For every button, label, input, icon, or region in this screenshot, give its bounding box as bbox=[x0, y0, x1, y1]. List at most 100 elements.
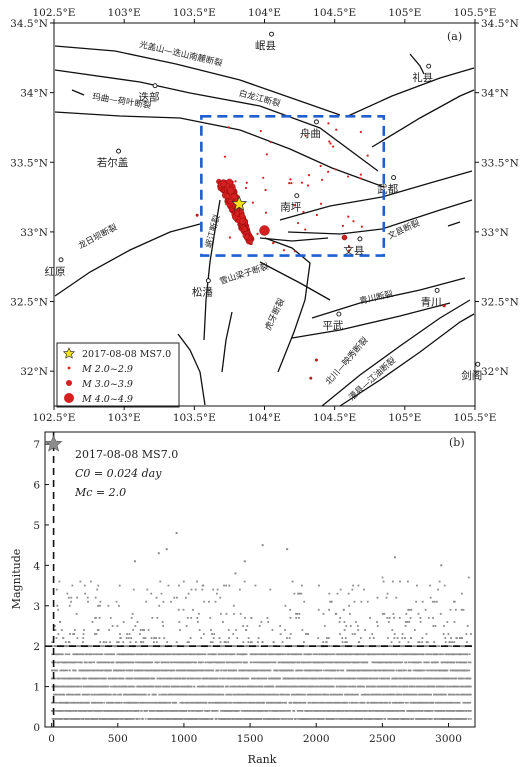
magnitude-point bbox=[68, 604, 71, 607]
epicenter bbox=[366, 154, 369, 157]
magnitude-point bbox=[127, 653, 130, 656]
magnitude-point bbox=[153, 677, 156, 680]
fault-line bbox=[321, 299, 471, 407]
magnitude-point bbox=[51, 641, 54, 644]
magnitude-point bbox=[112, 701, 115, 704]
place-marker bbox=[205, 278, 211, 284]
magnitude-point bbox=[183, 661, 186, 664]
fault-line bbox=[71, 89, 85, 96]
magnitude-point bbox=[236, 637, 239, 639]
legend-dot-large-icon bbox=[64, 393, 74, 403]
magnitude-point bbox=[84, 710, 87, 712]
magnitude-point bbox=[168, 685, 171, 688]
epicenter bbox=[248, 236, 252, 240]
magnitude-point bbox=[175, 701, 178, 704]
magnitude-point bbox=[172, 701, 175, 704]
magnitude-point bbox=[167, 584, 170, 587]
epicenter bbox=[237, 217, 240, 220]
magnitude-point bbox=[202, 584, 205, 587]
magnitude-point bbox=[131, 612, 134, 615]
magnitude-point bbox=[208, 600, 210, 603]
magnitude-point bbox=[219, 677, 222, 680]
magnitude-point bbox=[209, 645, 212, 647]
magnitude-point bbox=[149, 701, 152, 704]
magnitude-point bbox=[197, 718, 199, 720]
magnitude-point bbox=[82, 637, 85, 639]
fault-line bbox=[54, 45, 341, 116]
magnitude-point bbox=[155, 693, 157, 696]
magnitude-point bbox=[160, 592, 163, 595]
magnitude-point bbox=[72, 710, 75, 712]
magnitude-point bbox=[134, 661, 137, 664]
magnitude-point bbox=[100, 645, 102, 647]
magnitude-point bbox=[256, 641, 259, 644]
magnitude-point bbox=[200, 637, 203, 639]
magnitude-point bbox=[72, 693, 75, 696]
magnitude-point bbox=[159, 718, 162, 720]
magnitude-point bbox=[51, 669, 53, 672]
magnitude-point bbox=[96, 718, 99, 720]
magnitude-point bbox=[159, 580, 162, 583]
magnitude-point bbox=[232, 604, 235, 607]
magnitude-point bbox=[131, 653, 134, 656]
magnitude-point bbox=[174, 677, 177, 680]
y-tick-label-left: 34°N bbox=[20, 88, 48, 100]
magnitude-point bbox=[225, 584, 228, 587]
magnitude-point bbox=[85, 677, 88, 680]
magnitude-point bbox=[62, 637, 65, 639]
place-label: 武都 bbox=[377, 183, 398, 196]
magnitude-point bbox=[104, 677, 106, 680]
magnitude-point bbox=[170, 677, 173, 680]
magnitude-point bbox=[146, 653, 149, 656]
epicenter bbox=[315, 213, 318, 217]
magnitude-point bbox=[249, 710, 252, 712]
magnitude-point bbox=[81, 701, 84, 704]
magnitude-point bbox=[122, 677, 125, 680]
magnitude-point bbox=[85, 718, 87, 720]
magnitude-point bbox=[78, 685, 81, 688]
magnitude-point bbox=[185, 710, 188, 712]
magnitude-point bbox=[118, 718, 121, 720]
magnitude-point bbox=[176, 653, 178, 656]
epicenter bbox=[269, 141, 272, 144]
magnitude-point bbox=[88, 701, 90, 704]
magnitude-point bbox=[145, 693, 147, 696]
magnitude-point bbox=[127, 718, 130, 720]
magnitude-point bbox=[187, 693, 189, 696]
magnitude-point bbox=[113, 653, 115, 656]
epicenter bbox=[306, 184, 310, 187]
magnitude-point bbox=[175, 718, 178, 720]
magnitude-point bbox=[164, 685, 167, 688]
magnitude-point bbox=[178, 685, 180, 688]
magnitude-point bbox=[146, 588, 149, 591]
magnitude-point bbox=[171, 685, 174, 688]
magnitude-point bbox=[94, 669, 96, 672]
magnitude-point bbox=[117, 718, 119, 720]
magnitude-point bbox=[147, 701, 149, 704]
magnitude-point bbox=[151, 701, 153, 704]
magnitude-point bbox=[257, 637, 260, 639]
magnitude-point bbox=[66, 710, 68, 712]
epicenter bbox=[289, 178, 292, 181]
place-label: 若尔盖 bbox=[97, 156, 129, 169]
magnitude-point bbox=[81, 669, 83, 672]
magnitude-point bbox=[160, 645, 162, 648]
magnitude-point bbox=[237, 653, 239, 656]
magnitude-point bbox=[77, 701, 80, 704]
magnitude-point bbox=[59, 693, 62, 696]
magnitude-point bbox=[173, 685, 175, 688]
x-tick-label-bottom: 104.5°E bbox=[313, 412, 356, 424]
epicenter bbox=[321, 178, 324, 181]
y-tick-label-right: 32.5°N bbox=[481, 297, 519, 309]
magnitude-point bbox=[82, 633, 85, 635]
x-tick-label-top: 103°E bbox=[108, 7, 141, 19]
magnitude-point bbox=[140, 685, 143, 688]
fault-line bbox=[259, 237, 329, 242]
magnitude-point bbox=[167, 677, 169, 680]
magnitude-point bbox=[268, 661, 271, 664]
epicenter bbox=[234, 210, 240, 217]
x-tick-label-bottom: 105.5°E bbox=[454, 412, 497, 424]
magnitude-point bbox=[161, 693, 164, 696]
epicenter bbox=[259, 225, 270, 236]
magnitude-point bbox=[123, 645, 126, 647]
